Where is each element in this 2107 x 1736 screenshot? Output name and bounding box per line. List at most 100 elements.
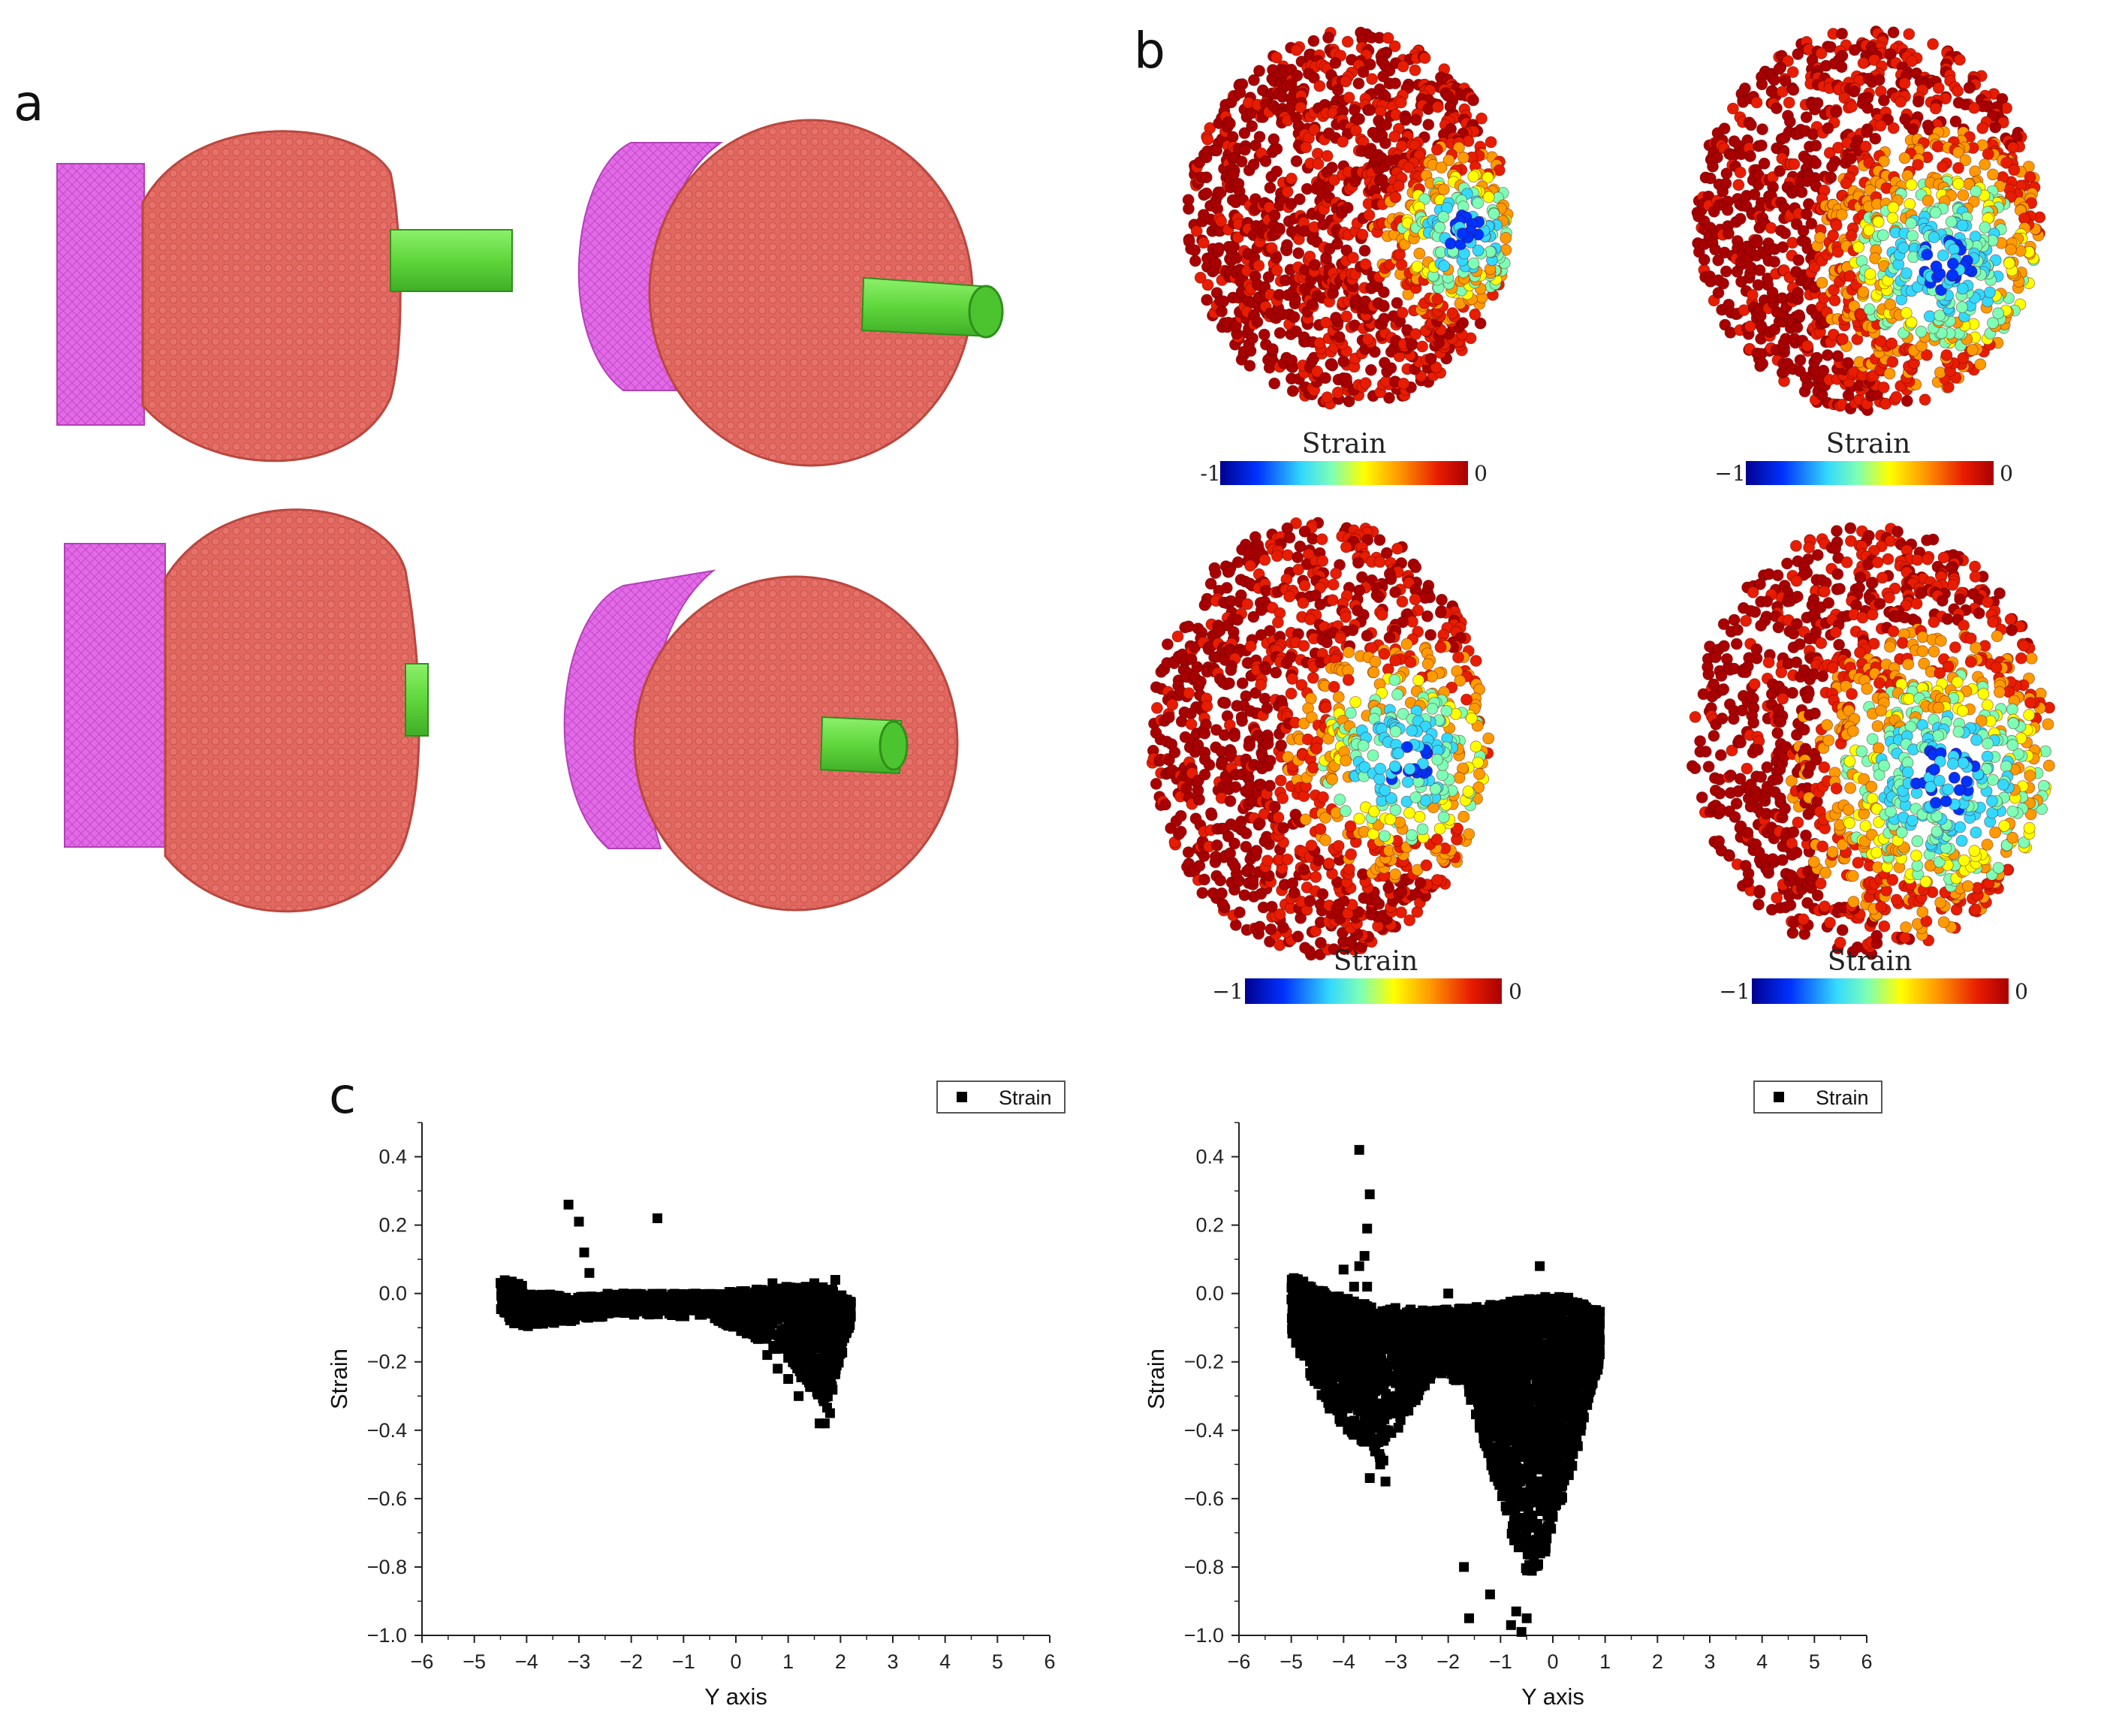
data-point <box>1316 1344 1327 1355</box>
x-tick-label: 0 <box>1547 1650 1558 1673</box>
data-point <box>1332 1405 1343 1415</box>
data-point <box>1333 1315 1343 1325</box>
data-point <box>1408 1394 1418 1404</box>
data-point <box>1367 1400 1378 1411</box>
data-point <box>1542 1472 1552 1481</box>
y-tick-label: −0.2 <box>1184 1351 1224 1373</box>
data-point <box>1443 1307 1454 1317</box>
data-point <box>1588 1328 1599 1338</box>
scatter-points <box>1286 1144 1605 1637</box>
colorbar-1: Strain -1 0 <box>1200 429 1488 486</box>
data-point <box>1542 1342 1553 1352</box>
data-point <box>1361 1313 1371 1323</box>
data-point <box>1471 1333 1482 1343</box>
data-point <box>522 1299 532 1310</box>
data-point <box>1468 1307 1479 1318</box>
data-point <box>1527 1489 1538 1499</box>
data-point <box>1438 1326 1448 1337</box>
data-point <box>563 1199 574 1210</box>
y-tick-label: 0.2 <box>1195 1214 1224 1237</box>
data-point <box>1385 1391 1396 1402</box>
data-point <box>1497 1325 1507 1335</box>
data-point <box>1551 1409 1561 1420</box>
data-point <box>1432 1340 1442 1351</box>
scatter-chart-left: −6 −5 −4 −3 −2 −1 0 1 2 3 4 5 60.40.20.0−0.2−0.4−0.6… <box>326 1080 1066 1710</box>
green-rod <box>819 716 903 775</box>
data-point <box>1294 1295 1304 1305</box>
data-point <box>1318 1286 1328 1296</box>
data-point <box>1551 1393 1562 1403</box>
data-point <box>1536 1430 1546 1441</box>
data-point <box>1403 1356 1413 1367</box>
data-point <box>1362 1223 1373 1234</box>
data-point <box>1367 1332 1377 1343</box>
data-point <box>1566 1316 1577 1327</box>
data-point <box>760 1311 770 1322</box>
data-point <box>1361 1305 1372 1316</box>
data-point <box>795 1304 806 1315</box>
data-point <box>1429 1307 1439 1318</box>
data-point <box>680 1298 690 1309</box>
y-tick-label: −1.0 <box>1184 1624 1224 1647</box>
data-point <box>762 1350 773 1361</box>
strain-cloud-2 <box>1691 26 2046 417</box>
data-point <box>1373 1376 1383 1386</box>
data-point <box>764 1323 774 1334</box>
data-point <box>1400 1331 1410 1341</box>
data-point <box>1477 1410 1487 1421</box>
x-tick-label: 5 <box>1809 1650 1820 1673</box>
data-point <box>1545 1380 1555 1391</box>
x-axis-label: Y axis <box>704 1683 767 1710</box>
strain-clouds <box>1146 26 2056 961</box>
data-point <box>1532 1366 1542 1376</box>
data-point <box>1303 1310 1313 1320</box>
data-point <box>1543 1521 1554 1532</box>
data-point <box>809 1278 819 1288</box>
data-point <box>1468 1353 1479 1364</box>
x-tick-label: 6 <box>1861 1650 1872 1673</box>
data-point <box>1357 1358 1367 1368</box>
data-point <box>1375 1459 1385 1469</box>
data-point <box>1470 1370 1481 1381</box>
x-tick-label: −4 <box>515 1650 538 1673</box>
data-point <box>1528 1419 1539 1430</box>
data-point <box>1502 1366 1512 1376</box>
legend-marker <box>957 1092 967 1102</box>
data-point <box>1452 1369 1463 1379</box>
colorbar-max-label: 0 <box>1509 979 1522 1004</box>
data-point <box>1542 1397 1553 1408</box>
data-point <box>1542 1366 1551 1376</box>
y-tick-label: 0.2 <box>378 1214 407 1237</box>
simulation-bottom-left <box>64 508 429 913</box>
panel-label-b: b <box>1134 22 1165 80</box>
colorbar-gradient <box>1220 461 1468 485</box>
data-point <box>1301 1284 1312 1294</box>
data-point <box>1574 1397 1584 1408</box>
data-point <box>1483 1336 1494 1346</box>
data-point <box>1537 1419 1548 1430</box>
data-point <box>841 1300 852 1310</box>
data-point <box>1394 1367 1404 1377</box>
data-point <box>1370 1446 1380 1457</box>
data-point <box>1554 1372 1565 1382</box>
data-point <box>1358 1436 1368 1446</box>
colorbar-title: Strain <box>1826 429 1911 460</box>
legend-label: Strain <box>999 1087 1052 1109</box>
data-point <box>1578 1306 1588 1316</box>
data-point <box>1412 1373 1423 1383</box>
data-point <box>804 1377 814 1388</box>
data-point <box>1563 1470 1574 1481</box>
data-point <box>835 1325 846 1336</box>
data-point <box>1479 1349 1489 1359</box>
data-point <box>1349 1421 1360 1431</box>
data-point <box>1470 1325 1481 1335</box>
data-point <box>1567 1460 1578 1471</box>
x-tick-label: 1 <box>1599 1650 1611 1673</box>
data-point <box>830 1275 840 1285</box>
data-point <box>625 1302 635 1312</box>
data-point <box>1593 1340 1604 1349</box>
legend: Strain <box>936 1080 1066 1114</box>
data-point <box>1287 1328 1298 1339</box>
strain-cloud-1 <box>1182 26 1514 410</box>
